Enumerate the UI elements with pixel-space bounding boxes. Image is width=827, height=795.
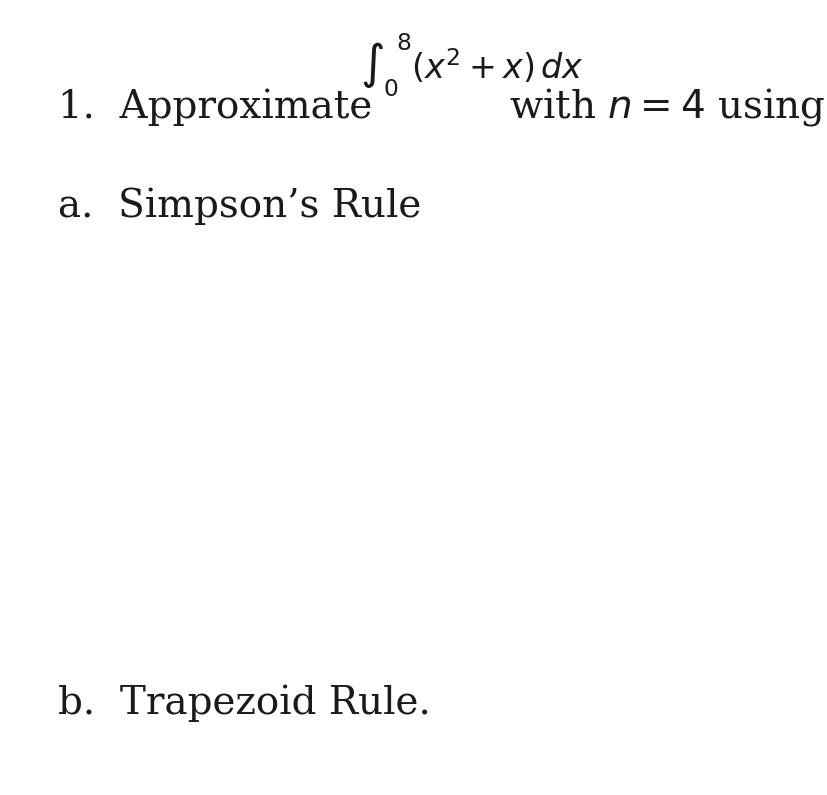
Text: with $n = 4$ using: with $n = 4$ using [509, 87, 825, 128]
Text: b.  Trapezoid Rule.: b. Trapezoid Rule. [58, 684, 430, 723]
Text: 1.  Approximate: 1. Approximate [58, 88, 372, 126]
Text: $\int_0^{\ 8}(x^2+x)\,dx$: $\int_0^{\ 8}(x^2+x)\,dx$ [360, 32, 583, 99]
Text: a.  Simpson’s Rule: a. Simpson’s Rule [58, 188, 421, 226]
